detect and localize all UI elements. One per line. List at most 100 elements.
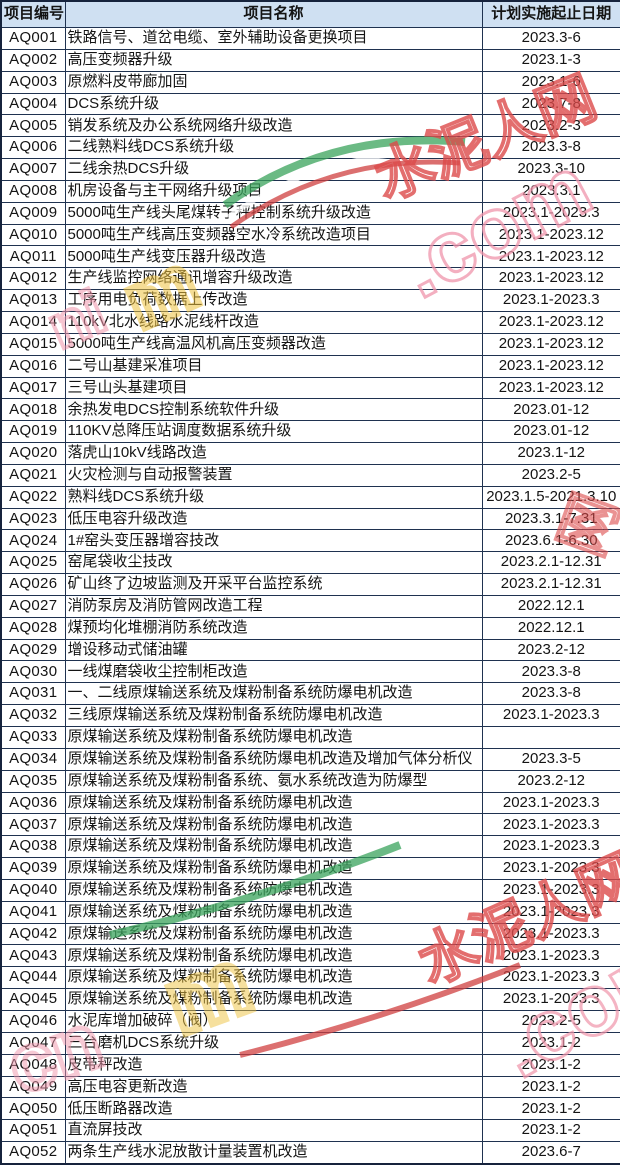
cell-project-id: AQ039 [0,857,66,880]
cell-project-id: AQ029 [0,638,66,662]
cell-project-name: 落虎山10kV线路改造 [64,442,483,465]
table-body: AQ001 铁路信号、道岔电缆、室外辅助设备更换项目 2023.3-6 AQ00… [0,27,620,1165]
table-row: AQ032 三线原煤输送系统及煤粉制备系统防爆电机改造 2023.1-2023.… [0,704,620,727]
cell-plan-dates: 2023.1-2023.3 [481,791,620,815]
cell-project-name: 5000吨生产线高压变频器空水冷系统改造项目 [64,223,483,247]
cell-plan-dates: 2023.3-5 [481,747,620,771]
cell-project-name: 原煤输送系统及煤粉制备系统、氨水系统改造为防爆型 [64,769,483,793]
cell-project-id: AQ021 [0,463,66,487]
cell-plan-dates: 2023.6.1-6.30 [481,529,620,553]
cell-project-name: 三台磨机DCS系统升级 [64,1031,483,1055]
column-header-project-name: 项目名称 [64,0,483,28]
cell-project-id: AQ047 [0,1031,66,1055]
table-row: AQ023 低压电容升级改造 2023.3.1-7.31 [0,507,620,531]
cell-project-name: 原煤输送系统及煤粉制备系统防爆电机改造 [64,966,483,990]
cell-project-name: 原煤输送系统及煤粉制备系统防爆电机改造 [64,944,483,968]
cell-project-id: AQ049 [0,1075,66,1099]
table-row: AQ038 原煤输送系统及煤粉制备系统防爆电机改造 2023.1-2023.3 [0,835,620,859]
table-row: AQ010 5000吨生产线高压变频器空水冷系统改造项目 2023.1-2023… [0,223,620,247]
cell-project-name: 三线原煤输送系统及煤粉制备系统防爆电机改造 [64,704,483,727]
cell-project-id: AQ040 [0,878,66,902]
cell-plan-dates: 2023.1-2 [481,1119,620,1143]
cell-plan-dates: 2023.1.5-2021.3.10 [481,485,620,509]
table-row: AQ016 二号山基建采准项目 2023.1-2023.12 [0,354,620,378]
cell-project-name: 煤预均化堆棚消防系统改造 [64,616,483,640]
cell-plan-dates: 2023.1-2023.3 [481,900,620,924]
cell-plan-dates [481,726,620,749]
cell-project-id: AQ035 [0,769,66,793]
cell-project-name: 三号山头基建项目 [64,376,483,400]
cell-project-id: AQ009 [0,201,66,225]
table-row: AQ037 原煤输送系统及煤粉制备系统防爆电机改造 2023.1-2023.3 [0,813,620,837]
table-row: AQ015 5000吨生产线高温风机高压变频器改造 2023.1-2023.12 [0,332,620,356]
cell-project-name: 机房设备与主干网络升级项目 [64,179,483,203]
cell-plan-dates: 2023.1-2 [481,1097,620,1121]
cell-project-name: 5000吨生产线高温风机高压变频器改造 [64,332,483,356]
cell-project-id: AQ045 [0,988,66,1011]
cell-project-id: AQ036 [0,791,66,815]
table-row: AQ014 110kV北水线路水泥线杆改造 2023.1-2023.12 [0,310,620,334]
cell-plan-dates: 2022.12.1 [481,616,620,640]
cell-plan-dates: 2023.1-2023.3 [481,988,620,1011]
cell-plan-dates: 2023.3-8 [481,682,620,706]
cell-project-id: AQ007 [0,158,66,181]
cell-project-name: 生产线监控网络通讯增容升级改造 [64,267,483,291]
cell-plan-dates: 2023.1-2023.3 [481,704,620,727]
cell-plan-dates: 2023.1-2023.12 [481,354,620,378]
table-row: AQ044 原煤输送系统及煤粉制备系统防爆电机改造 2023.1-2023.3 [0,966,620,990]
cell-plan-dates: 2023.1-2023.12 [481,376,620,400]
table-row: AQ004 DCS系统升级 2023.7-8 [0,92,620,116]
cell-project-name: 两条生产线水泥放散计量装置机改造 [64,1141,483,1165]
cell-project-id: AQ011 [0,245,66,269]
cell-project-name: 原煤输送系统及煤粉制备系统防爆电机改造 [64,791,483,815]
table-row: AQ043 原煤输送系统及煤粉制备系统防爆电机改造 2023.1-2023.3 [0,944,620,968]
table-row: AQ029 增设移动式储油罐 2023.2-12 [0,638,620,662]
table-row: AQ036 原煤输送系统及煤粉制备系统防爆电机改造 2023.1-2023.3 [0,791,620,815]
cell-project-id: AQ037 [0,813,66,837]
cell-project-name: 原煤输送系统及煤粉制备系统防爆电机改造 [64,878,483,902]
cell-project-id: AQ006 [0,136,66,160]
cell-project-id: AQ033 [0,726,66,749]
table-row: AQ040 原煤输送系统及煤粉制备系统防爆电机改造 2023.1-2023.3 [0,878,620,902]
cell-plan-dates: 2023.1-3 [481,48,620,72]
cell-project-name: 二线余热DCS升级 [64,158,483,181]
table-row: AQ042 原煤输送系统及煤粉制备系统防爆电机改造 2023.1-2023.3 [0,922,620,946]
cell-plan-dates: 2022.12.1 [481,594,620,618]
cell-project-name: 矿山终了边坡监测及开采平台监控系统 [64,573,483,596]
cell-project-name: 二线熟料线DCS系统升级 [64,136,483,160]
cell-plan-dates: 2023.2-3 [481,114,620,138]
table-row: AQ009 5000吨生产线头尾煤转子秤控制系统升级改造 2023.1-2023… [0,201,620,225]
cell-plan-dates: 2023.3-10 [481,158,620,181]
cell-project-name: 原煤输送系统及煤粉制备系统防爆电机改造 [64,922,483,946]
cell-plan-dates: 2023.1-2023.3 [481,922,620,946]
cell-project-id: AQ048 [0,1053,66,1077]
cell-project-name: 1#窑头变压器增容技改 [64,529,483,553]
cell-project-id: AQ002 [0,48,66,72]
table-row: AQ002 高压变频器升级 2023.1-3 [0,48,620,72]
cell-project-name: 低压电容升级改造 [64,507,483,531]
cell-plan-dates: 2023.1-12 [481,442,620,465]
cell-project-name: 余热发电DCS控制系统软件升级 [64,398,483,422]
table-row: AQ018 余热发电DCS控制系统软件升级 2023.01-12 [0,398,620,422]
cell-project-name: 工序用电负荷数据上传改造 [64,289,483,312]
cell-project-name: 原煤输送系统及煤粉制备系统防爆电机改造 [64,988,483,1011]
cell-project-name: 皮带秤改造 [64,1053,483,1077]
table-row: AQ033 原煤输送系统及煤粉制备系统防爆电机改造 [0,726,620,749]
cell-plan-dates: 2023.1-2023.3 [481,813,620,837]
cell-project-id: AQ046 [0,1009,66,1033]
cell-project-id: AQ018 [0,398,66,422]
cell-project-name: 铁路信号、道岔电缆、室外辅助设备更换项目 [64,27,483,50]
table-row: AQ046 水泥库增加破碎（阀） 2023.2-5 [0,1009,620,1033]
table-row: AQ022 熟料线DCS系统升级 2023.1.5-2021.3.10 [0,485,620,509]
cell-plan-dates: 2023.1-2023.3 [481,944,620,968]
cell-plan-dates: 2023.1-2023.3 [481,878,620,902]
cell-project-id: AQ014 [0,310,66,334]
cell-plan-dates: 2023.3-6 [481,27,620,50]
table-row: AQ019 110KV总降压站调度数据系统升级 2023.01-12 [0,420,620,444]
cell-plan-dates: 2023.2-12 [481,769,620,793]
cell-project-name: 熟料线DCS系统升级 [64,485,483,509]
cell-project-name: 销发系统及办公系统网络升级改造 [64,114,483,138]
table-row: AQ017 三号山头基建项目 2023.1-2023.12 [0,376,620,400]
cell-project-id: AQ042 [0,922,66,946]
table-row: AQ047 三台磨机DCS系统升级 2023.1-2 [0,1031,620,1055]
